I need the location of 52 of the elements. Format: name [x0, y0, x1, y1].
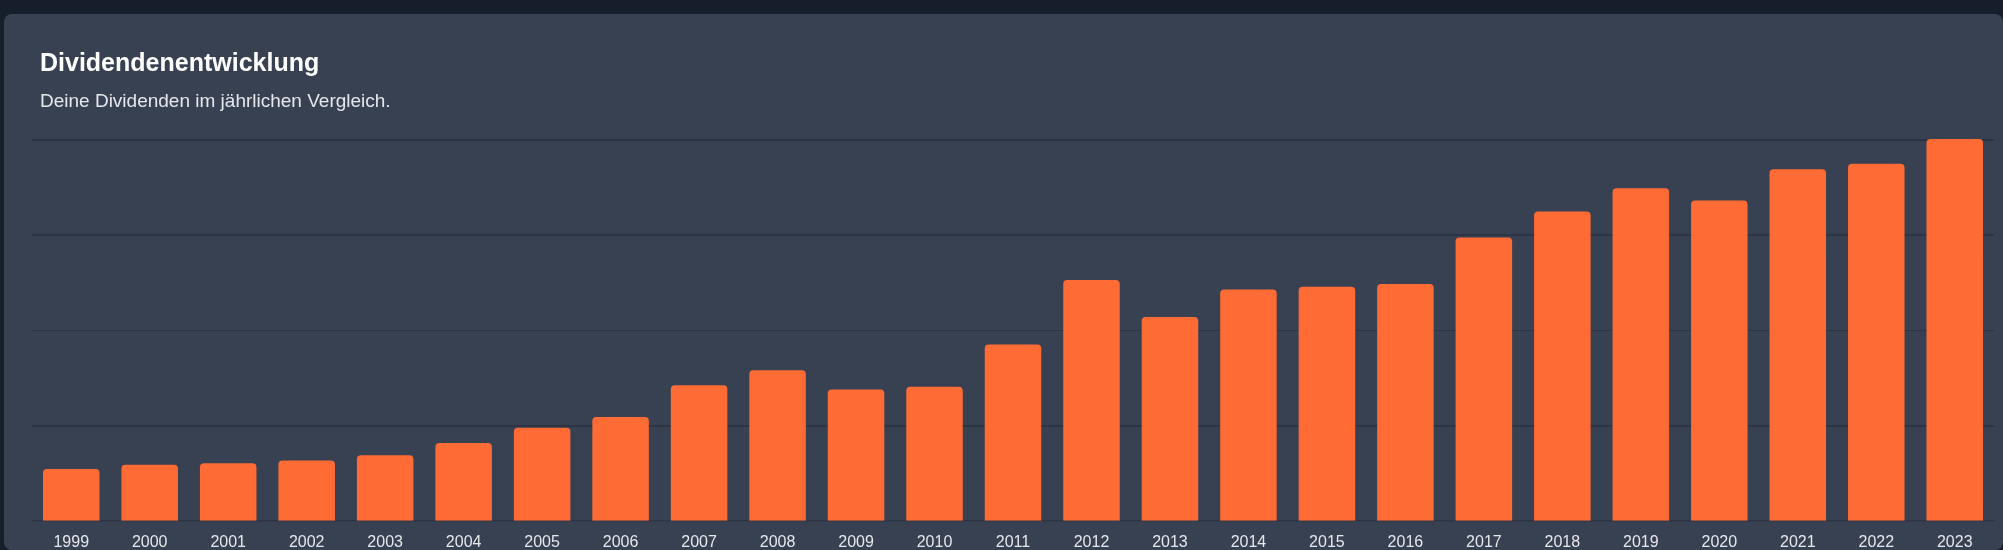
bar — [1298, 286, 1356, 521]
bar — [278, 460, 335, 521]
bar — [1691, 200, 1748, 521]
bar — [513, 427, 571, 521]
bar — [1455, 237, 1513, 521]
x-tick-label: 2020 — [1701, 532, 1738, 550]
x-tick-label: 2012 — [1073, 532, 1110, 550]
x-tick-label: 2010 — [916, 532, 953, 550]
bar — [435, 442, 492, 521]
x-tick-label: 2007 — [681, 532, 717, 550]
bar — [1141, 316, 1199, 521]
x-tick-label: 2014 — [1230, 532, 1267, 550]
bar — [592, 416, 649, 521]
bar — [749, 370, 806, 521]
x-tick-label: 1999 — [53, 532, 90, 550]
bar — [984, 344, 1042, 521]
x-tick-label: 2004 — [445, 532, 482, 550]
bar — [1612, 188, 1670, 521]
x-tick-label: 2021 — [1780, 532, 1816, 550]
x-tick-label: 2009 — [838, 532, 874, 550]
bar — [906, 386, 963, 521]
bar — [42, 468, 100, 521]
x-tick-label: 2013 — [1152, 532, 1188, 550]
bar — [199, 463, 257, 521]
bar — [1848, 163, 1905, 521]
x-tick-label: 2001 — [210, 532, 247, 550]
bar — [121, 464, 178, 521]
x-tick-label: 2000 — [131, 532, 168, 550]
x-tick-label: 2011 — [995, 532, 1031, 550]
x-tick-label: 2019 — [1623, 532, 1659, 550]
x-tick-label: 2003 — [367, 532, 404, 550]
chart-subtitle: Deine Dividenden im jährlichen Vergleich. — [40, 90, 391, 112]
bar — [1377, 284, 1434, 521]
bar — [1534, 211, 1591, 521]
bar — [1220, 289, 1277, 521]
x-tick-label: 2023 — [1936, 532, 1973, 550]
x-tick-label: 2016 — [1387, 532, 1424, 550]
chart-title: Dividendenentwicklung — [40, 48, 320, 77]
bar — [827, 389, 885, 521]
bar — [1769, 169, 1827, 521]
x-tick-label: 2002 — [288, 532, 325, 550]
x-tick-label: 2018 — [1544, 532, 1581, 550]
x-tick-label: 2006 — [602, 532, 639, 550]
bar — [1926, 139, 1984, 521]
x-tick-label: 2005 — [524, 532, 561, 550]
x-tick-label: 2017 — [1466, 532, 1502, 550]
bar — [670, 385, 728, 521]
x-tick-label: 2008 — [759, 532, 796, 550]
x-tick-label: 2022 — [1858, 532, 1895, 550]
x-tick-label: 2015 — [1309, 532, 1345, 550]
bar — [1063, 279, 1120, 521]
bar — [356, 455, 414, 521]
